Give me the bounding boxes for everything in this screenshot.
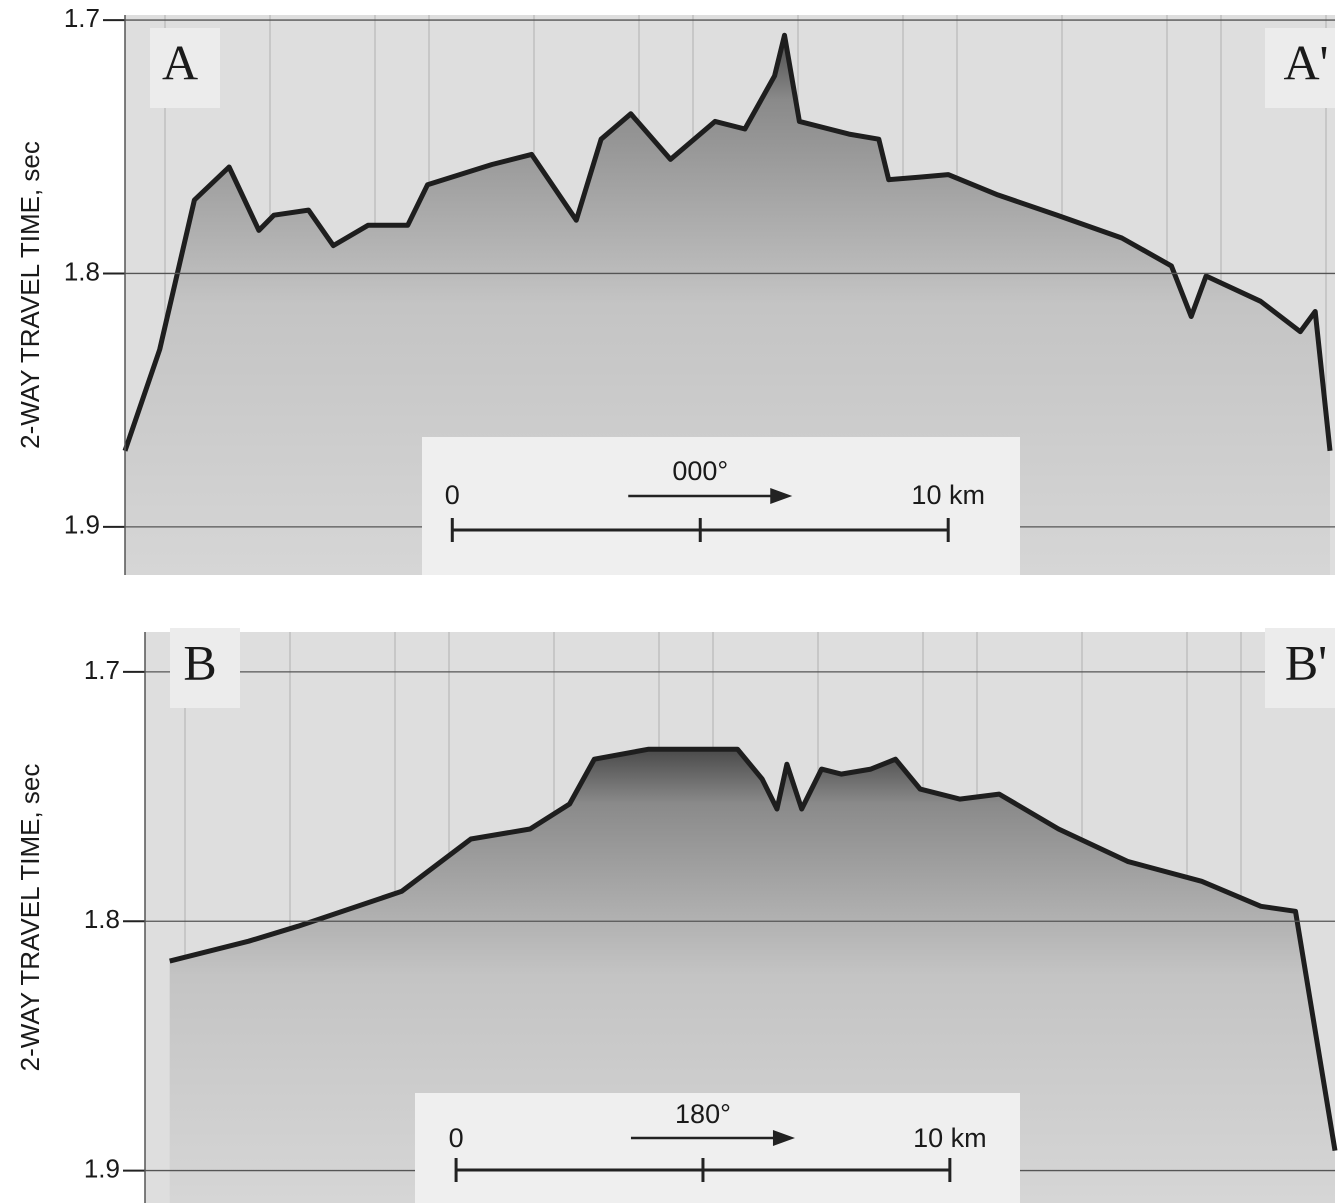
heading-arrowhead bbox=[770, 488, 793, 504]
y-tick-label: 1.7 bbox=[84, 655, 120, 685]
scale-label: 10 km bbox=[911, 480, 985, 510]
right-panel-label: A' bbox=[1283, 34, 1328, 90]
left-panel-label: A bbox=[162, 34, 198, 90]
letter-box bbox=[170, 628, 240, 708]
y-tick-label: 1.7 bbox=[64, 3, 100, 33]
left-panel-label: B bbox=[183, 634, 216, 690]
letter-box bbox=[1265, 628, 1335, 708]
y-tick-label: 1.9 bbox=[64, 510, 100, 540]
heading-label: 180° bbox=[675, 1099, 731, 1129]
y-tick-label: 1.9 bbox=[84, 1153, 120, 1183]
y-tick-label: 1.8 bbox=[84, 904, 120, 934]
scale-box bbox=[422, 437, 1020, 575]
letter-box bbox=[1265, 28, 1335, 108]
scale-label: 0 bbox=[449, 1123, 464, 1153]
seafloor-fill bbox=[169, 749, 1335, 1203]
y-tick-label: 1.8 bbox=[64, 256, 100, 286]
scale-label: 10 km bbox=[913, 1123, 987, 1153]
heading-arrowhead bbox=[772, 1130, 795, 1146]
heading-label: 000° bbox=[672, 456, 728, 486]
seafloor-line bbox=[169, 746, 1338, 1152]
right-panel-label: B' bbox=[1285, 634, 1327, 690]
scale-box bbox=[415, 1093, 1020, 1203]
y-axis-title: 2-WAY TRAVEL TIME, sec bbox=[15, 764, 45, 1072]
y-axis-title: 2-WAY TRAVEL TIME, sec bbox=[15, 141, 45, 449]
seafloor-line bbox=[122, 32, 1333, 452]
letter-box bbox=[150, 28, 220, 108]
scale-label: 0 bbox=[445, 480, 460, 510]
